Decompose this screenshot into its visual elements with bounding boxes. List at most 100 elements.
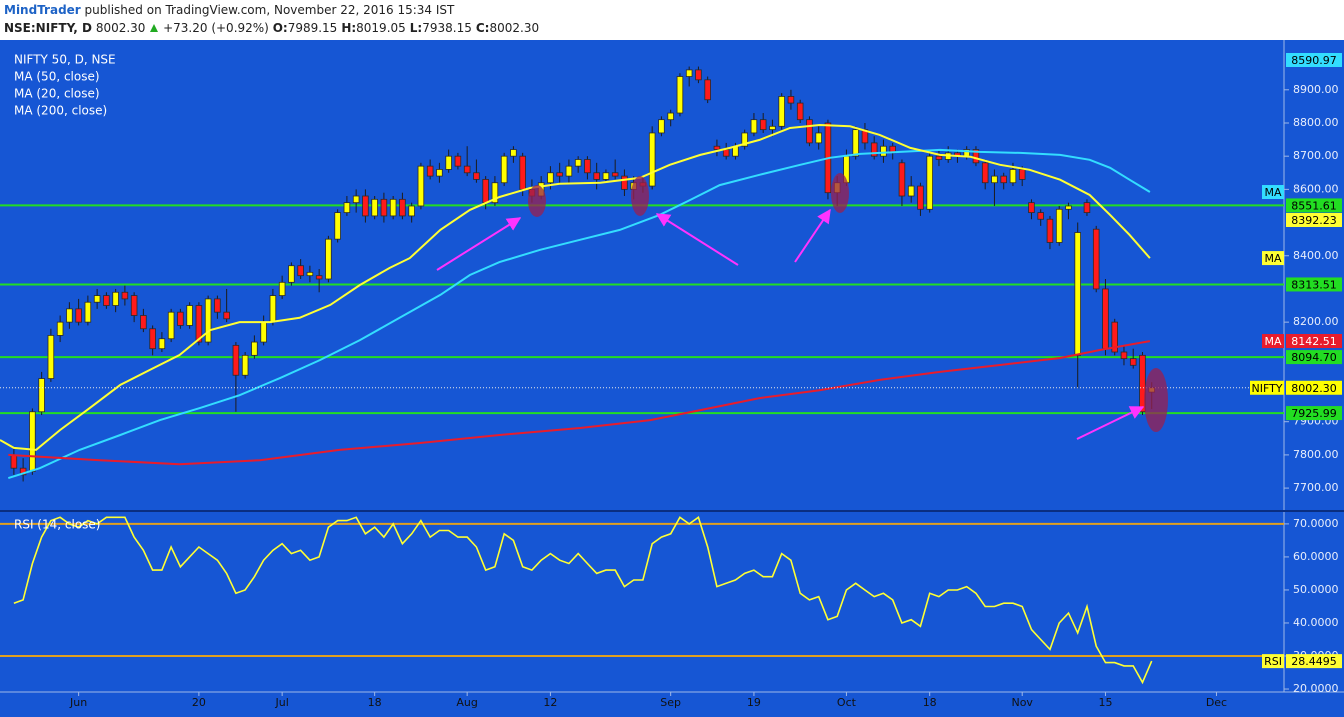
rsi-line [13, 516, 1153, 685]
candle-body [288, 265, 295, 283]
candle-body [741, 132, 748, 147]
chart: NIFTY 50, D, NSE MA (50, close) MA (20, cl… [0, 40, 1344, 717]
field-key: H: [341, 21, 357, 35]
candle-body [1000, 175, 1007, 184]
candle-body [1083, 202, 1091, 214]
candle-body [167, 311, 175, 340]
candle-body [907, 185, 915, 197]
candle-body [380, 198, 388, 217]
candle-body [278, 281, 286, 296]
ma-tag: MA [1264, 186, 1281, 199]
field-key: C: [475, 21, 490, 35]
candle-body [1065, 205, 1072, 210]
candle-body [972, 149, 980, 164]
candle-body [926, 155, 933, 210]
ma-tag-box [1262, 251, 1284, 266]
candle-body [648, 132, 656, 187]
candle-body [223, 311, 230, 320]
candle-body [593, 172, 600, 180]
symbol-tag-box [1250, 380, 1284, 395]
last-price: 8002.30 [1291, 382, 1337, 395]
candle-body [454, 155, 462, 167]
y-tick-label: 7700.00 [1293, 481, 1339, 494]
candle-body [981, 162, 989, 184]
candle-body [547, 172, 554, 184]
publish-line: MindTrader published on TradingView.com,… [4, 3, 454, 17]
candle-body [260, 321, 267, 343]
candle-body [426, 165, 434, 177]
candle-body [389, 198, 397, 217]
x-tick-label: 19 [747, 696, 761, 709]
x-tick-label: 12 [543, 696, 557, 709]
candle-body [676, 76, 684, 114]
candle-body [1102, 288, 1109, 350]
candle-body [251, 341, 258, 356]
x-tick-label: Sep [660, 696, 681, 709]
last-price-box [1286, 380, 1342, 395]
candle-body [759, 119, 767, 131]
candle-body [334, 212, 341, 240]
candle-body [621, 175, 628, 190]
candle-body [362, 195, 369, 217]
highlight-oval [831, 173, 849, 213]
ma-tag-box [1262, 334, 1284, 349]
candle-body [112, 291, 119, 306]
candle-body [186, 305, 193, 326]
candle-body [935, 155, 943, 160]
level-value: 7925.99 [1291, 407, 1337, 420]
candle-body [195, 305, 203, 343]
candle-body [991, 175, 998, 184]
last-price: 8002.30 [95, 21, 146, 35]
highlight-oval [1144, 368, 1168, 432]
candle-body [325, 238, 332, 280]
y-tick-label: 40.0000 [1293, 616, 1339, 629]
candle-body [445, 155, 452, 170]
legend: NIFTY 50, D, NSE MA (50, close) MA (20, cl… [14, 53, 116, 532]
candle-body [93, 295, 101, 303]
annotation-arrow [436, 217, 522, 271]
rsi-value-box [1286, 654, 1342, 669]
y-tick-label: 60.0000 [1293, 550, 1339, 563]
ma-line [8, 340, 1151, 466]
field-value: 8019.05 [356, 21, 406, 35]
candle-body [491, 182, 499, 204]
field-value: 8002.30 [489, 21, 540, 35]
candle-body [658, 119, 665, 134]
candle-body [1009, 169, 1017, 184]
candle-body [84, 301, 92, 323]
background [0, 40, 1344, 717]
candle-body [769, 125, 776, 131]
candle-body [750, 119, 758, 134]
ma-value-box [1286, 213, 1342, 227]
y-tick-label: 20.0000 [1293, 682, 1339, 695]
candle-body [140, 315, 147, 330]
x-tick-label: 18 [368, 696, 382, 709]
field-key: L: [409, 21, 423, 35]
published: published on TradingView.com, November 2… [84, 3, 455, 17]
x-tick-label: 18 [923, 696, 937, 709]
y-tick-label: 8800.00 [1293, 116, 1339, 129]
y-tick-label: 7800.00 [1293, 448, 1339, 461]
candle-body [352, 195, 360, 204]
main-pane [0, 66, 1284, 482]
candle-body [815, 132, 822, 144]
candle-body [574, 159, 582, 167]
candle-body [1120, 351, 1128, 360]
candle-body [75, 308, 82, 323]
field-value: 7938.15 [422, 21, 472, 35]
candle-body [565, 165, 573, 177]
annotation-arrow [655, 213, 739, 266]
candle-body [269, 295, 277, 323]
rsi-value: 28.4495 [1291, 655, 1337, 668]
annotation-arrow [794, 208, 831, 263]
candle-body [417, 165, 425, 207]
ma-tag: MA [1264, 252, 1281, 265]
candle-body [1018, 169, 1026, 180]
level-value-box [1286, 350, 1342, 365]
annotation-arrow [1076, 406, 1145, 440]
author[interactable]: MindTrader [4, 3, 81, 17]
legend-entry: MA (50, close) [14, 70, 100, 84]
candle-body [371, 198, 378, 217]
symbol-tag: NIFTY [1251, 382, 1282, 395]
